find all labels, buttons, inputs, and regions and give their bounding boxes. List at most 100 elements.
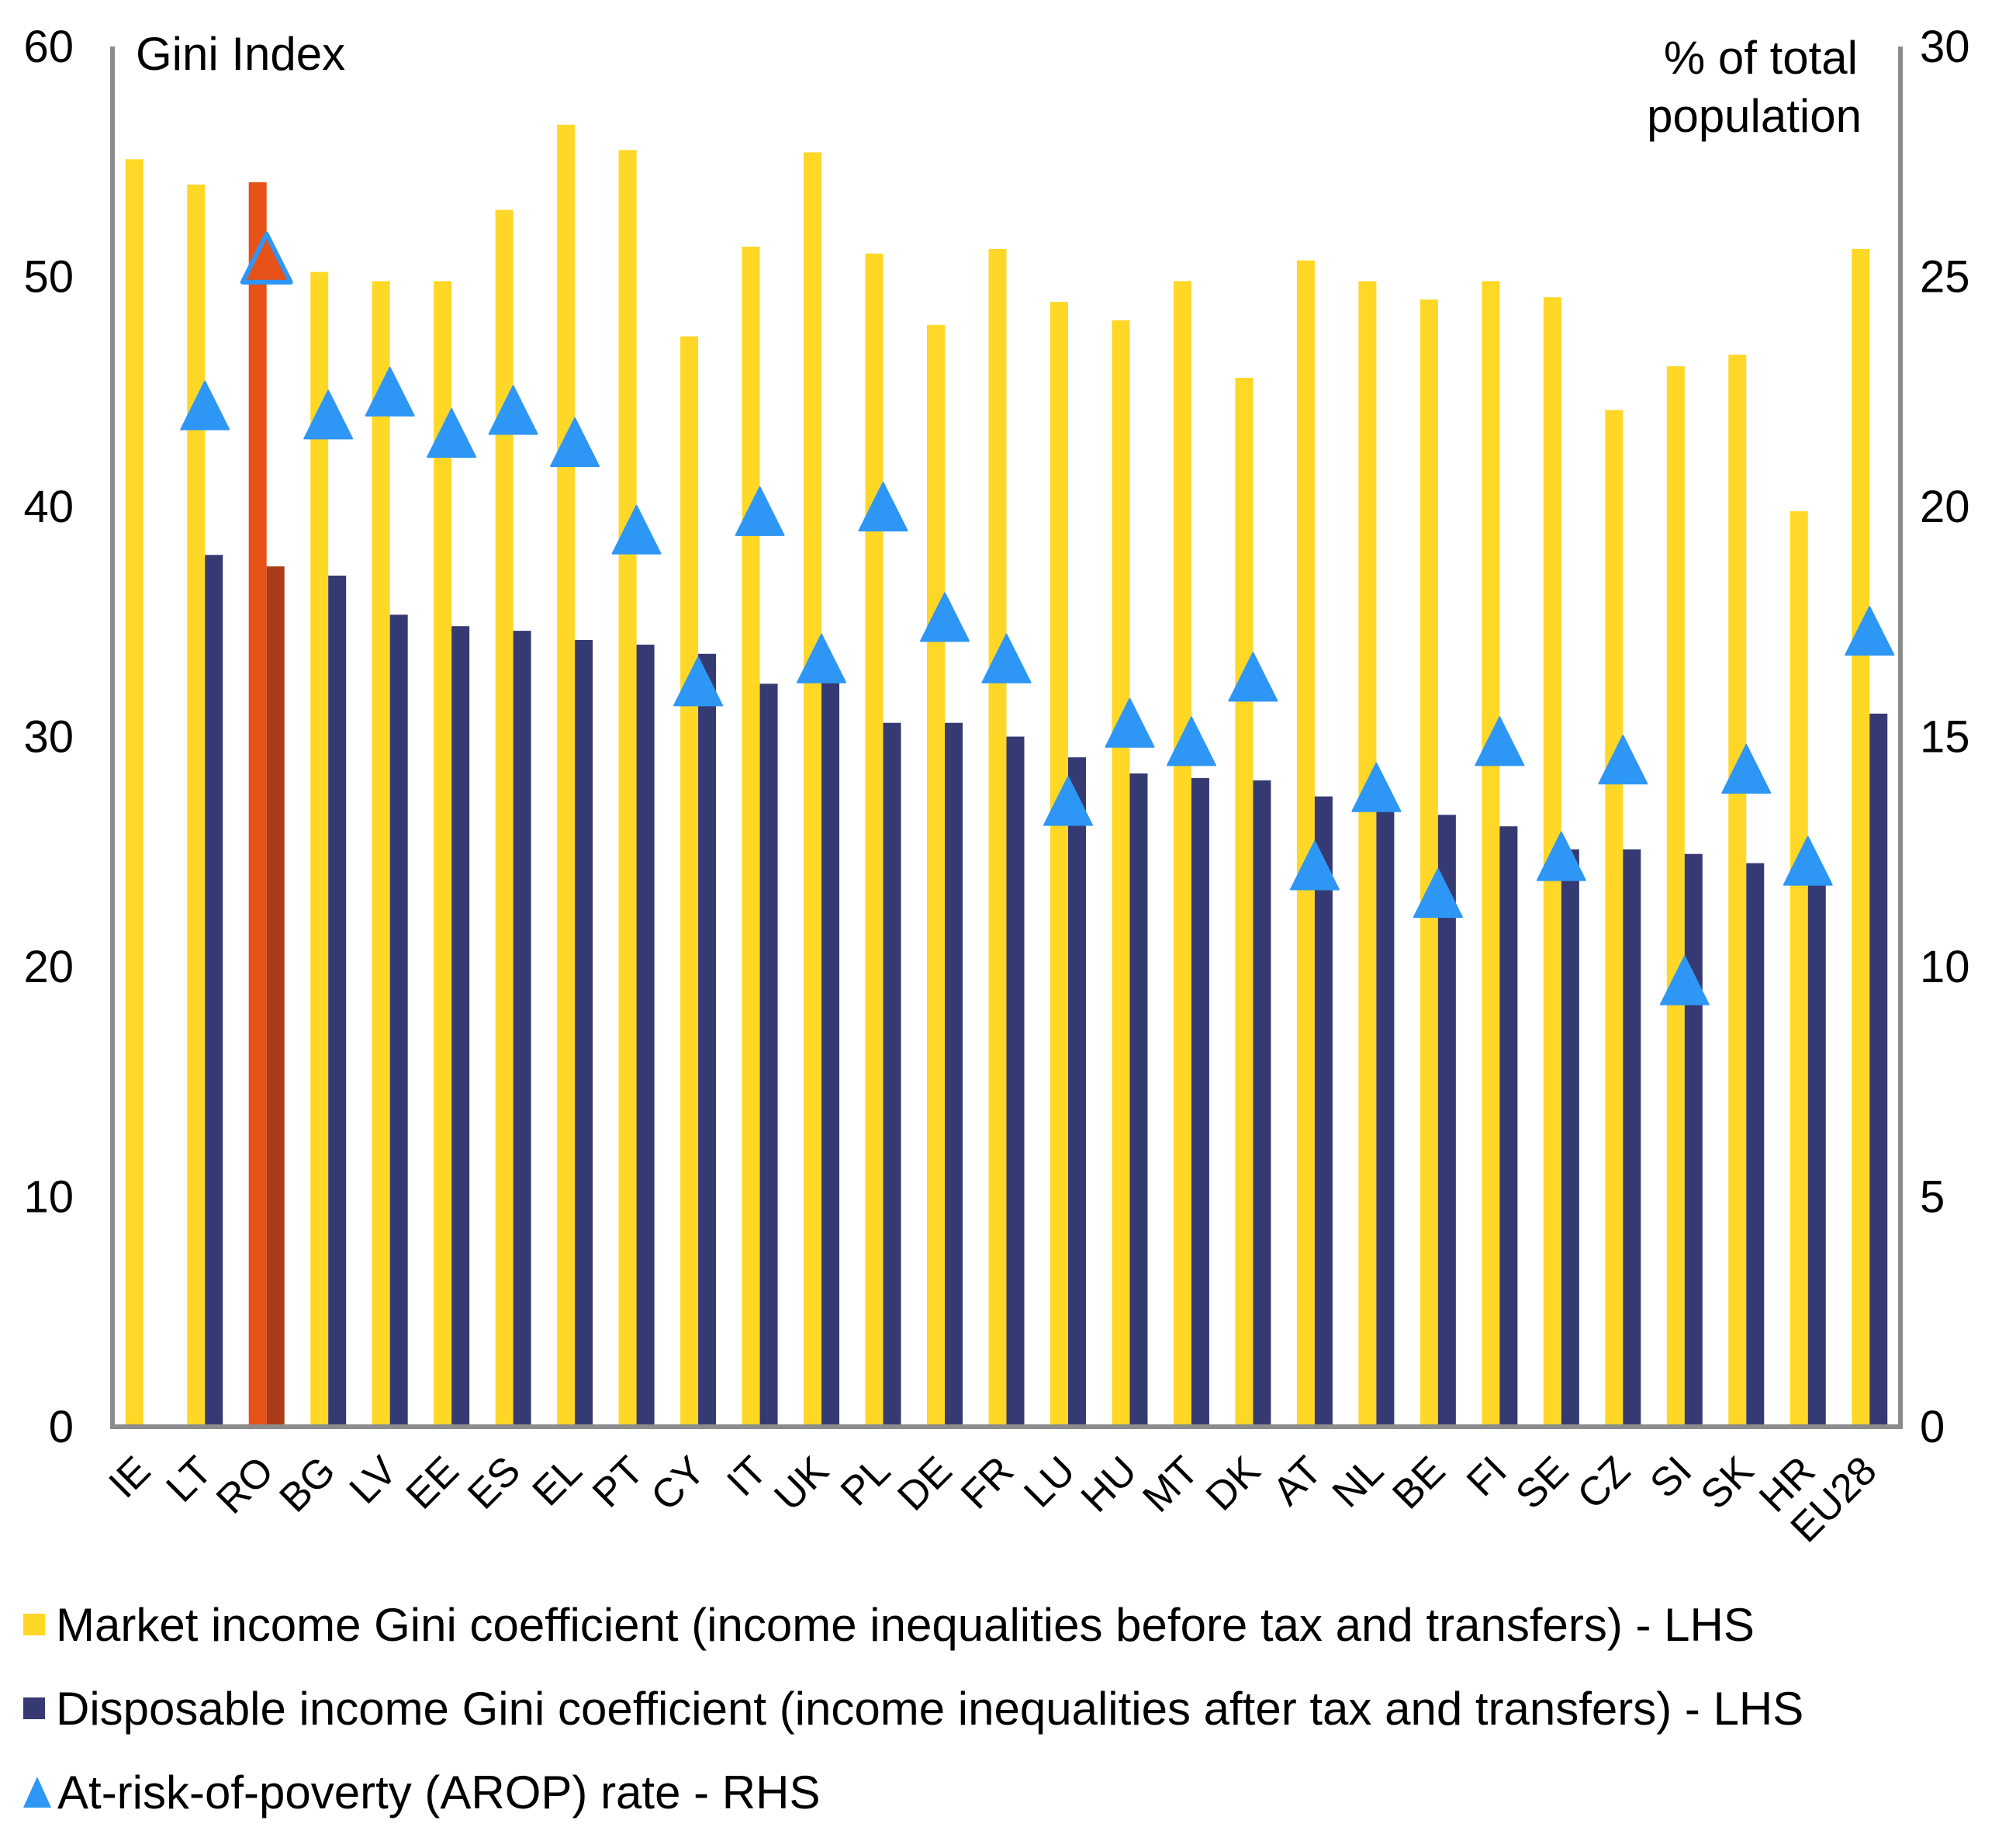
category-label-LU: LU bbox=[1015, 1448, 1084, 1516]
bar-market-income-EU28 bbox=[1852, 248, 1870, 1427]
category-label-IE: IE bbox=[100, 1448, 159, 1507]
bar-market-income-DE bbox=[927, 324, 946, 1427]
right-tick-label: 10 bbox=[1920, 942, 1970, 992]
marker-arop-CY bbox=[673, 656, 724, 707]
marker-arop-DE bbox=[920, 592, 970, 642]
category-label-ES: ES bbox=[459, 1448, 529, 1517]
category-label-IT: IT bbox=[718, 1448, 776, 1505]
legend: Market income Gini coefficient (income i… bbox=[23, 1583, 1803, 1834]
bar-market-income-BG bbox=[310, 272, 329, 1427]
bar-disposable-income-LV bbox=[389, 614, 408, 1427]
right-axis-ticks: 0 5 10 15 20 25 30 bbox=[1920, 22, 1970, 1452]
bar-disposable-income-PL bbox=[883, 722, 901, 1427]
marker-arop-EU28 bbox=[1845, 606, 1895, 656]
bars-layer bbox=[125, 124, 1888, 1427]
category-label-PL: PL bbox=[832, 1448, 899, 1514]
left-tick-label: 10 bbox=[23, 1172, 74, 1223]
marker-arop-UK bbox=[797, 633, 847, 683]
marker-arop-ES bbox=[488, 385, 538, 435]
category-label-FI: FI bbox=[1458, 1448, 1516, 1505]
bar-disposable-income-CY bbox=[698, 653, 717, 1427]
bar-market-income-RO bbox=[248, 182, 267, 1427]
bar-disposable-income-MT bbox=[1191, 777, 1209, 1427]
marker-arop-SE bbox=[1536, 831, 1586, 881]
marker-arop-DK bbox=[1228, 652, 1278, 702]
category-label-BE: BE bbox=[1384, 1448, 1454, 1517]
bar-market-income-BE bbox=[1419, 299, 1438, 1427]
bar-market-income-FR bbox=[988, 248, 1007, 1427]
category-label-SI: SI bbox=[1642, 1448, 1701, 1507]
bar-market-income-CY bbox=[680, 336, 699, 1427]
marker-arop-FR bbox=[981, 633, 1032, 683]
legend-swatch-yellow bbox=[23, 1614, 45, 1635]
marker-arop-PT bbox=[611, 504, 662, 555]
marker-arop-LV bbox=[365, 366, 415, 417]
category-label-EE: EE bbox=[398, 1448, 468, 1517]
bar-market-income-PL bbox=[865, 253, 884, 1427]
marker-arop-SI bbox=[1659, 955, 1710, 1005]
bar-market-income-FI bbox=[1482, 281, 1500, 1427]
bar-disposable-income-DE bbox=[945, 722, 963, 1427]
bar-disposable-income-SK bbox=[1746, 863, 1765, 1427]
right-tick-label: 25 bbox=[1920, 252, 1970, 303]
left-tick-label: 30 bbox=[23, 712, 74, 763]
right-axis-title-line-1: % of total bbox=[1664, 32, 1858, 84]
category-label-NL: NL bbox=[1324, 1448, 1392, 1516]
bar-market-income-IE bbox=[125, 159, 144, 1427]
bar-market-income-LV bbox=[372, 281, 390, 1427]
bar-disposable-income-EU28 bbox=[1869, 713, 1888, 1427]
right-tick-label: 0 bbox=[1920, 1402, 1945, 1452]
right-tick-label: 30 bbox=[1920, 22, 1970, 72]
bar-market-income-SI bbox=[1666, 366, 1685, 1427]
bar-disposable-income-CZ bbox=[1623, 849, 1641, 1427]
category-label-DE: DE bbox=[889, 1448, 960, 1519]
marker-arop-SK bbox=[1721, 744, 1772, 794]
bar-disposable-income-FI bbox=[1499, 826, 1518, 1427]
marker-arop-CZ bbox=[1598, 735, 1648, 785]
marker-arop-EE bbox=[427, 408, 477, 458]
category-label-CZ: CZ bbox=[1569, 1448, 1639, 1517]
bar-market-income-UK bbox=[804, 152, 822, 1427]
bar-market-income-EL bbox=[557, 124, 576, 1427]
marker-arop-LU bbox=[1043, 776, 1093, 826]
marker-arop-LT bbox=[180, 380, 230, 431]
bar-disposable-income-HU bbox=[1129, 773, 1148, 1427]
bar-disposable-income-FR bbox=[1006, 736, 1025, 1427]
bar-market-income-DK bbox=[1235, 377, 1254, 1427]
marker-arop-NL bbox=[1351, 762, 1402, 812]
right-tick-label: 15 bbox=[1920, 712, 1970, 763]
marker-arop-BG bbox=[303, 389, 354, 440]
right-axis-title-line-2: population bbox=[1647, 90, 1862, 142]
category-label-UK: UK bbox=[766, 1448, 837, 1519]
bar-disposable-income-EE bbox=[451, 626, 470, 1427]
left-tick-label: 50 bbox=[23, 252, 74, 303]
bar-disposable-income-SI bbox=[1684, 853, 1703, 1427]
bar-disposable-income-EL bbox=[575, 639, 593, 1427]
category-label-SK: SK bbox=[1693, 1448, 1762, 1517]
marker-arop-HR bbox=[1783, 836, 1833, 886]
bar-disposable-income-BG bbox=[328, 575, 347, 1427]
bar-disposable-income-NL bbox=[1376, 808, 1395, 1427]
bar-market-income-PT bbox=[618, 150, 637, 1427]
right-tick-label: 5 bbox=[1920, 1172, 1945, 1223]
bar-market-income-IT bbox=[742, 246, 760, 1427]
category-label-MT: MT bbox=[1134, 1448, 1207, 1521]
category-label-RO: RO bbox=[208, 1448, 282, 1522]
category-label-PT: PT bbox=[584, 1448, 652, 1516]
right-tick-label: 20 bbox=[1920, 482, 1970, 532]
left-tick-label: 60 bbox=[23, 22, 74, 72]
left-tick-label: 0 bbox=[49, 1402, 74, 1452]
legend-label: Market income Gini coefficient (income i… bbox=[56, 1598, 1755, 1651]
bar-disposable-income-LT bbox=[205, 555, 223, 1427]
category-label-BG: BG bbox=[271, 1448, 344, 1521]
bar-market-income-CZ bbox=[1605, 410, 1624, 1427]
marker-arop-FI bbox=[1475, 716, 1525, 766]
bar-disposable-income-DK bbox=[1253, 780, 1271, 1427]
bar-disposable-income-LU bbox=[1067, 757, 1086, 1427]
marker-arop-HU bbox=[1105, 697, 1155, 748]
bar-disposable-income-HR bbox=[1807, 879, 1826, 1427]
bar-disposable-income-SE bbox=[1561, 849, 1579, 1427]
left-tick-label: 20 bbox=[23, 942, 74, 992]
